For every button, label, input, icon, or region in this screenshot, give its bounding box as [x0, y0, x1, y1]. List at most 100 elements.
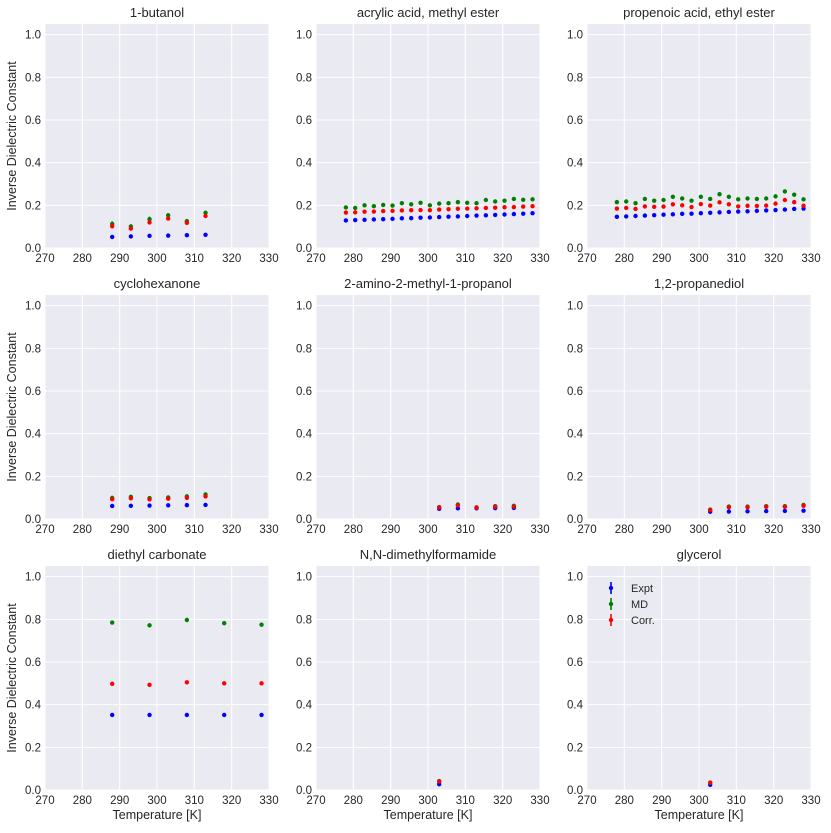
data-point — [418, 207, 423, 213]
data-point — [483, 213, 489, 218]
data-point — [801, 203, 806, 208]
data-point — [399, 208, 405, 213]
data-point — [764, 508, 769, 514]
x-tick-label: 280 — [73, 253, 92, 265]
y-tick-label: 0.4 — [567, 700, 584, 712]
data-point — [745, 509, 750, 514]
x-tick-label: 330 — [530, 253, 549, 265]
data-point — [511, 504, 517, 509]
y-tick-label: 0.8 — [296, 343, 312, 355]
data-point — [353, 210, 358, 215]
data-point — [773, 207, 778, 213]
x-tick-label: 320 — [493, 795, 512, 807]
data-point — [399, 216, 405, 221]
data-point — [353, 217, 358, 223]
data-point — [446, 201, 451, 206]
data-point — [530, 203, 535, 209]
data-point — [128, 226, 134, 231]
data-point — [511, 204, 517, 210]
subplot-title: 1-butanol — [130, 5, 184, 20]
data-point — [147, 220, 152, 225]
data-point — [511, 196, 517, 202]
y-tick-label: 0.6 — [567, 115, 583, 127]
data-point — [633, 206, 638, 212]
data-point — [708, 203, 713, 208]
data-point — [465, 206, 470, 211]
subplot-7: 270 280 290 300 310 320 330 0.0 0.2 0.4 0.6 0.8 1.0 d… — [5, 547, 279, 822]
series-md — [343, 196, 535, 211]
data-point — [455, 206, 461, 211]
data-point — [698, 211, 704, 216]
x-tick-label: 300 — [418, 524, 437, 536]
y-tick-label: 1.0 — [567, 30, 583, 42]
data-point — [259, 712, 264, 718]
data-point — [110, 224, 115, 229]
x-tick-label: 300 — [147, 795, 166, 807]
data-point — [455, 199, 461, 205]
data-point — [652, 212, 657, 218]
data-point — [689, 211, 694, 216]
x-axis-label: Temperature [K] — [655, 808, 744, 822]
data-point — [782, 504, 788, 510]
data-point — [614, 214, 620, 220]
legend-item-expt: Expt — [608, 582, 653, 595]
data-point — [437, 779, 442, 784]
subplot-title: cyclohexanone — [114, 276, 201, 291]
data-point — [782, 197, 788, 203]
data-point — [530, 197, 535, 202]
x-tick-label: 300 — [147, 524, 166, 536]
data-point — [128, 503, 134, 508]
y-tick-label: 0.2 — [296, 742, 312, 754]
x-tick-label: 280 — [344, 795, 363, 807]
x-tick-label: 270 — [577, 253, 596, 265]
data-point — [661, 212, 666, 217]
data-point — [128, 234, 134, 239]
y-tick-label: 0.4 — [25, 158, 42, 170]
y-tick-label: 0.8 — [567, 72, 583, 84]
legend-label: Corr. — [631, 615, 655, 627]
y-tick-label: 0.0 — [296, 243, 312, 255]
data-point — [474, 206, 479, 211]
data-point — [437, 207, 442, 212]
data-point — [483, 197, 489, 203]
data-point — [708, 210, 713, 215]
y-tick-label: 0.0 — [25, 785, 41, 797]
x-tick-label: 290 — [110, 524, 129, 536]
data-point — [390, 203, 395, 208]
data-point — [362, 209, 367, 214]
series-md — [110, 617, 264, 628]
data-point — [418, 215, 423, 220]
data-point — [530, 211, 535, 216]
y-tick-label: 0.2 — [296, 200, 312, 212]
data-point — [511, 211, 517, 217]
y-tick-label: 0.8 — [25, 72, 41, 84]
x-tick-label: 290 — [110, 253, 129, 265]
y-tick-label: 0.2 — [25, 742, 41, 754]
data-point — [689, 204, 694, 210]
data-point — [670, 212, 676, 217]
y-tick-label: 0.4 — [567, 429, 584, 441]
x-tick-label: 300 — [689, 524, 708, 536]
y-tick-label: 1.0 — [296, 301, 312, 313]
data-point — [166, 503, 171, 508]
series-corr — [110, 494, 208, 502]
subplot-4: 270 280 290 300 310 320 330 0.0 0.2 0.4 0.6 0.8 1.0 c… — [5, 276, 279, 536]
y-axis-label: Inverse Dielectric Constant — [5, 603, 19, 753]
data-point — [455, 214, 461, 219]
data-point — [745, 203, 750, 208]
series-corr — [437, 503, 517, 510]
y-tick-label: 0.2 — [25, 471, 41, 483]
data-point — [222, 620, 227, 626]
data-point — [203, 494, 208, 499]
x-tick-label: 320 — [493, 524, 512, 536]
data-point — [474, 201, 479, 206]
x-tick-label: 280 — [615, 253, 634, 265]
y-tick-label: 0.8 — [296, 72, 312, 84]
y-tick-label: 0.8 — [25, 614, 41, 626]
subplot-1: 270 280 290 300 310 320 330 0.0 0.2 0.4 0.6 0.8 1.0 1… — [5, 5, 279, 265]
data-point — [764, 203, 769, 208]
data-point — [726, 209, 732, 215]
data-point — [222, 712, 227, 718]
data-point — [642, 213, 648, 218]
x-axis-label: Temperature [K] — [113, 808, 202, 822]
